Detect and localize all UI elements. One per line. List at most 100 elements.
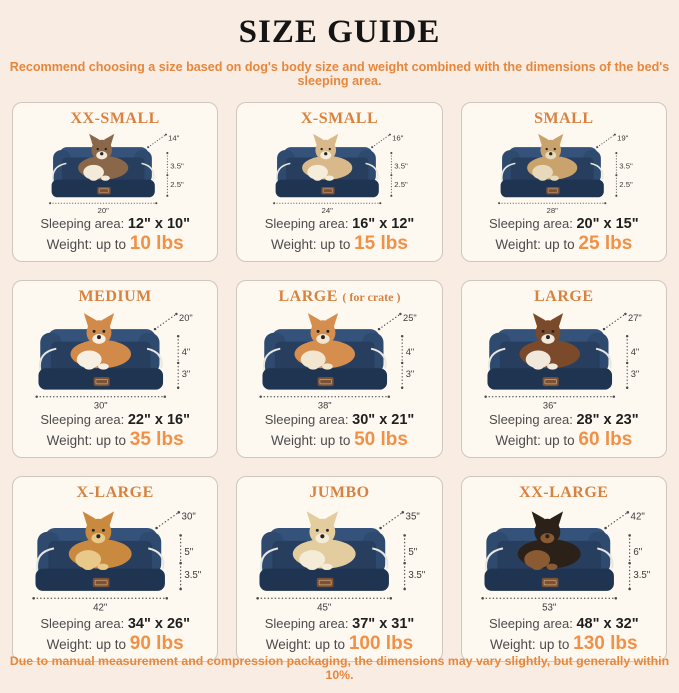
- weight-value: 25 lbs: [578, 233, 633, 254]
- bolster-height-dimension: 6": [633, 547, 642, 558]
- dimension-annotations: 20" 4" 3" 30": [35, 312, 193, 410]
- weight-value: 15 lbs: [354, 233, 408, 254]
- sleeping-area-value: 20" x 15": [576, 216, 639, 232]
- sleeping-area-label: Sleeping area:: [264, 216, 349, 231]
- disclaimer-text: Due to manual measurement and compressio…: [9, 654, 670, 682]
- bed-photo: 14" 3.5" 2.5" 20": [17, 128, 213, 215]
- size-name: SMALL: [534, 110, 594, 127]
- sleeping-area-value: 12" x 10": [127, 216, 190, 232]
- weight-line: Weight: up to 90 lbs: [47, 633, 184, 655]
- width-dimension: 36": [543, 400, 557, 410]
- size-card: JUMBO: [236, 476, 443, 662]
- weight-label: Weight:: [46, 237, 93, 252]
- sleeping-area-label: Sleeping area:: [489, 616, 573, 631]
- bolster-height-dimension: 4": [182, 347, 191, 357]
- bed-photo: 19" 3.5" 2.5" 28": [466, 128, 662, 215]
- size-name: X-SMALL: [300, 110, 379, 127]
- base-height-dimension: 3": [406, 369, 415, 379]
- bed-illustration: 27" 4" 3" 36": [484, 312, 642, 410]
- bed-photo: 20" 4" 3" 30": [17, 306, 213, 411]
- bed-illustration: 25" 4" 3" 38": [259, 312, 417, 410]
- size-card: MEDIUM: [12, 280, 219, 458]
- size-card: SMALL: [460, 102, 667, 262]
- base-height-dimension: 3.5": [409, 570, 426, 581]
- size-card: XX-SMALL: [12, 102, 219, 262]
- sleeping-area-value: 30" x 21": [352, 412, 415, 428]
- bed-photo: 42" 6" 3.5" 53": [466, 502, 662, 615]
- dimension-annotations: 19" 3.5" 2.5" 28": [497, 134, 633, 215]
- pet-icon: [517, 511, 581, 571]
- sleeping-area-label: Sleeping area:: [489, 216, 573, 231]
- size-note: ( for crate ): [342, 290, 401, 304]
- bolster-height-dimension: 5": [184, 547, 193, 558]
- width-dimension: 38": [318, 400, 332, 410]
- bed-piping: [39, 347, 163, 387]
- weight-value: 100 lbs: [348, 633, 414, 654]
- up-to-label: up to: [320, 237, 351, 252]
- weight-label: Weight:: [490, 637, 536, 652]
- size-grid: XX-SMALL: [12, 102, 667, 662]
- sleeping-area-label: Sleeping area:: [40, 216, 125, 231]
- bolster-height-dimension: 5": [409, 547, 418, 558]
- bed-illustration: 30" 5" 3.5" 42": [32, 510, 202, 613]
- weight-value: 35 lbs: [129, 429, 184, 450]
- bolster-height-dimension: 3.5": [619, 162, 633, 171]
- size-card: X-SMALL: [236, 102, 443, 262]
- size-card-title: XX-LARGE: [519, 484, 608, 502]
- weight-line: Weight: up to 35 lbs: [47, 429, 184, 451]
- depth-dimension: 14": [168, 134, 180, 143]
- base-height-dimension: 3": [631, 369, 640, 379]
- depth-dimension: 42": [630, 512, 645, 523]
- page-title: SIZE GUIDE: [238, 14, 441, 50]
- depth-dimension: 20": [179, 313, 193, 323]
- bed-illustration: 19" 3.5" 2.5" 28": [497, 133, 633, 215]
- up-to-label: up to: [95, 637, 126, 652]
- size-name: MEDIUM: [78, 288, 152, 305]
- width-dimension: 42": [93, 602, 108, 613]
- base-height-dimension: 2.5": [170, 180, 184, 189]
- up-to-label: up to: [544, 237, 575, 252]
- weight-line: Weight: up to 25 lbs: [495, 233, 632, 255]
- bolster-height-dimension: 4": [406, 347, 415, 357]
- weight-label: Weight:: [495, 237, 541, 252]
- dimension-annotations: 35" 5" 3.5" 45": [256, 510, 426, 613]
- pet-icon: [293, 511, 357, 571]
- up-to-label: up to: [544, 433, 575, 448]
- weight-line: Weight: up to 10 lbs: [47, 233, 184, 255]
- weight-value: 10 lbs: [129, 233, 184, 254]
- weight-label: Weight:: [495, 433, 541, 448]
- width-dimension: 20": [98, 206, 110, 215]
- depth-dimension: 35": [406, 512, 421, 523]
- depth-dimension: 27": [628, 313, 642, 323]
- bed-photo: 30" 5" 3.5" 42": [17, 502, 213, 615]
- size-name: XX-LARGE: [519, 484, 609, 501]
- sleeping-area-label: Sleeping area:: [40, 412, 125, 427]
- up-to-label: up to: [95, 433, 126, 448]
- up-to-label: up to: [315, 637, 346, 652]
- base-height-dimension: 2.5": [395, 180, 409, 189]
- pet-icon: [70, 313, 132, 370]
- bed-illustration: 14" 3.5" 2.5" 20": [49, 134, 184, 215]
- bed-piping: [36, 547, 165, 588]
- size-card-title: JUMBO: [309, 484, 369, 502]
- base-height-dimension: 2.5": [619, 180, 633, 189]
- sleeping-area-line: Sleeping area: 12" x 10": [40, 216, 190, 232]
- dimension-annotations: 30" 5" 3.5" 42": [32, 510, 202, 613]
- size-card-title: LARGE: [534, 288, 593, 306]
- pet-icon: [526, 133, 578, 181]
- pet-icon: [302, 133, 353, 181]
- base-height-dimension: 3": [182, 369, 191, 379]
- bed-photo: 35" 5" 3.5" 45": [241, 502, 437, 615]
- weight-value: 50 lbs: [354, 429, 408, 450]
- bed-illustration: 42" 6" 3.5" 53": [481, 510, 651, 613]
- size-card: LARGE: [460, 280, 667, 458]
- bolster-height-dimension: 3.5": [395, 162, 409, 171]
- weight-line: Weight: up to 15 lbs: [271, 233, 408, 255]
- page-subtitle: Recommend choosing a size based on dog's…: [9, 60, 670, 88]
- sleeping-area-value: 28" x 23": [576, 412, 639, 428]
- size-card-title: MEDIUM: [79, 288, 152, 306]
- sleeping-area-line: Sleeping area: 20" x 15": [489, 216, 639, 232]
- size-card-title: X-LARGE: [77, 484, 154, 502]
- weight-value: 90 lbs: [129, 633, 184, 654]
- weight-line: Weight: up to 130 lbs: [490, 633, 638, 655]
